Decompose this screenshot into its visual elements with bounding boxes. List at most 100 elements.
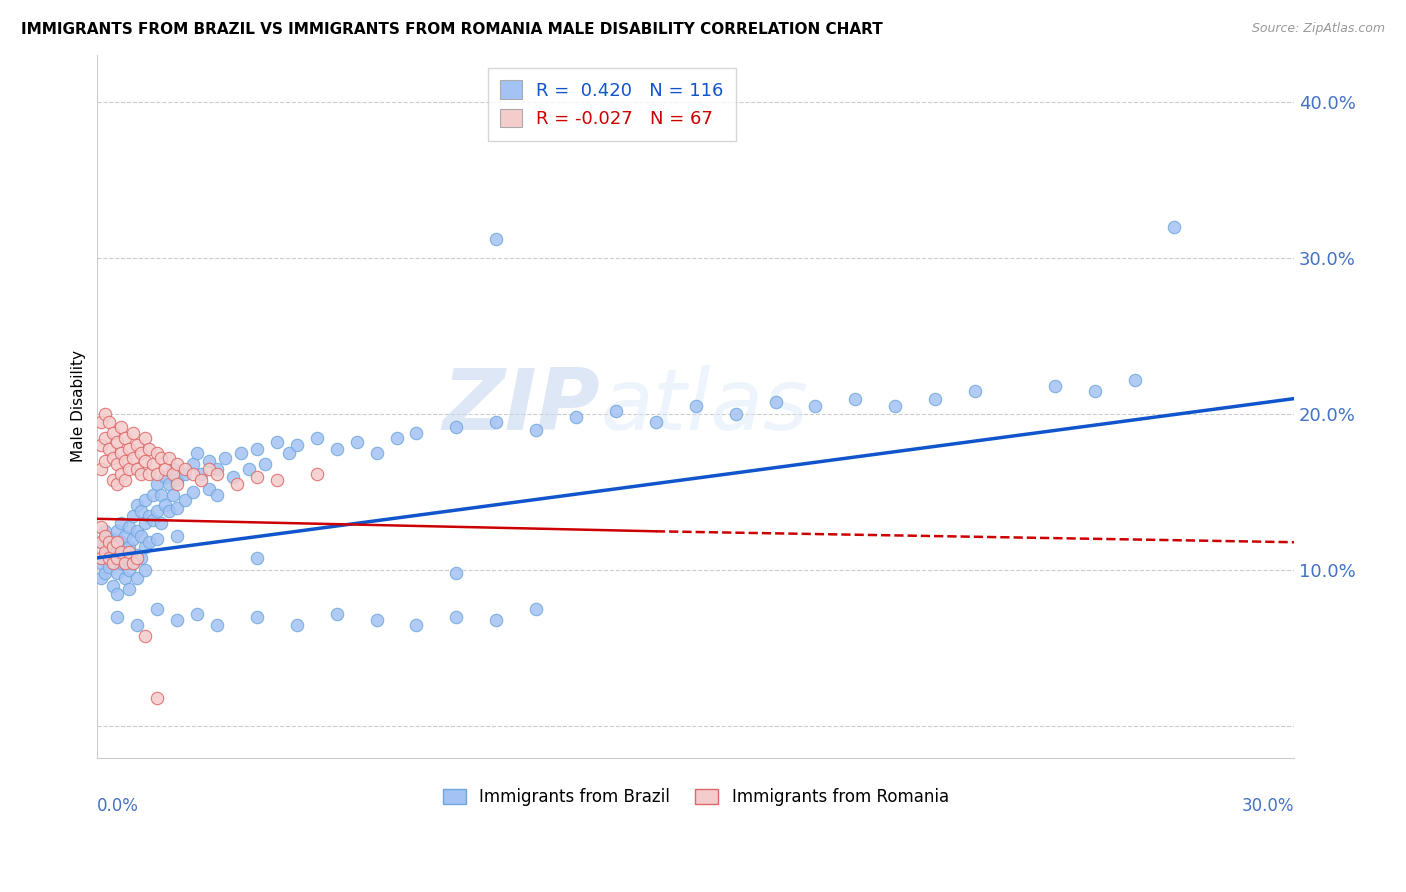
Point [146, 602, 169, 616]
Point [90, 519, 112, 533]
Point [277, 446, 299, 460]
Point [90, 438, 112, 452]
Point [186, 446, 208, 460]
Point [110, 467, 132, 481]
Point [90, 550, 112, 565]
Point [114, 454, 136, 468]
Point [198, 482, 221, 496]
Point [644, 415, 666, 429]
Point [246, 469, 269, 483]
Point [127, 498, 149, 512]
Point [485, 232, 508, 246]
Point [146, 504, 169, 518]
Point [98, 550, 121, 565]
Point [446, 566, 468, 581]
Point [105, 544, 128, 558]
Point [253, 457, 276, 471]
Point [90, 462, 112, 476]
Point [94, 524, 117, 539]
Point [134, 454, 156, 468]
Point [181, 457, 204, 471]
Point [446, 419, 468, 434]
Point [157, 477, 180, 491]
Point [142, 513, 165, 527]
Point [129, 446, 152, 460]
Y-axis label: Male Disability: Male Disability [72, 351, 86, 462]
Point [146, 691, 169, 706]
Point [325, 607, 347, 621]
Point [162, 488, 184, 502]
Point [924, 392, 946, 406]
Point [122, 556, 145, 570]
Point [205, 488, 228, 502]
Legend: R =  0.420   N = 116, R = -0.027   N = 67: R = 0.420 N = 116, R = -0.027 N = 67 [488, 68, 737, 141]
Point [565, 410, 588, 425]
Point [146, 477, 169, 491]
Point [524, 423, 547, 437]
Point [103, 450, 125, 465]
Point [524, 602, 547, 616]
Point [385, 431, 408, 445]
Point [485, 613, 508, 627]
Point [110, 535, 132, 549]
Point [90, 415, 112, 429]
Point [105, 477, 128, 491]
Point [94, 544, 117, 558]
Point [325, 442, 347, 456]
Point [1163, 219, 1185, 234]
Point [127, 618, 149, 632]
Text: IMMIGRANTS FROM BRAZIL VS IMMIGRANTS FROM ROMANIA MALE DISABILITY CORRELATION CH: IMMIGRANTS FROM BRAZIL VS IMMIGRANTS FRO… [21, 22, 883, 37]
Point [190, 467, 212, 481]
Point [134, 629, 156, 643]
Point [157, 450, 180, 465]
Point [114, 431, 136, 445]
Point [134, 431, 156, 445]
Point [724, 407, 747, 421]
Point [105, 550, 128, 565]
Point [198, 454, 221, 468]
Point [94, 431, 117, 445]
Point [174, 493, 197, 508]
Point [103, 473, 125, 487]
Point [142, 457, 165, 471]
Point [605, 404, 627, 418]
Point [238, 462, 260, 476]
Point [166, 477, 188, 491]
Point [266, 473, 288, 487]
Point [685, 400, 707, 414]
Point [166, 613, 188, 627]
Point [118, 544, 141, 558]
Point [366, 613, 388, 627]
Point [114, 571, 136, 585]
Point [127, 548, 149, 562]
Point [884, 400, 907, 414]
Point [118, 519, 141, 533]
Point [134, 516, 156, 531]
Point [134, 493, 156, 508]
Point [166, 529, 188, 543]
Point [166, 500, 188, 515]
Text: 0.0%: 0.0% [97, 797, 139, 814]
Point [129, 504, 152, 518]
Point [174, 462, 197, 476]
Text: 30.0%: 30.0% [1241, 797, 1294, 814]
Point [246, 610, 269, 624]
Point [166, 473, 188, 487]
Point [174, 467, 197, 481]
Point [105, 457, 128, 471]
Point [127, 571, 149, 585]
Point [138, 442, 160, 456]
Point [162, 467, 184, 481]
Point [94, 529, 117, 543]
Point [214, 450, 236, 465]
Point [485, 415, 508, 429]
Point [122, 556, 145, 570]
Point [142, 488, 165, 502]
Point [103, 556, 125, 570]
Point [844, 392, 866, 406]
Point [94, 407, 117, 421]
Point [105, 524, 128, 539]
Point [90, 535, 112, 549]
Point [246, 442, 269, 456]
Point [1084, 384, 1107, 398]
